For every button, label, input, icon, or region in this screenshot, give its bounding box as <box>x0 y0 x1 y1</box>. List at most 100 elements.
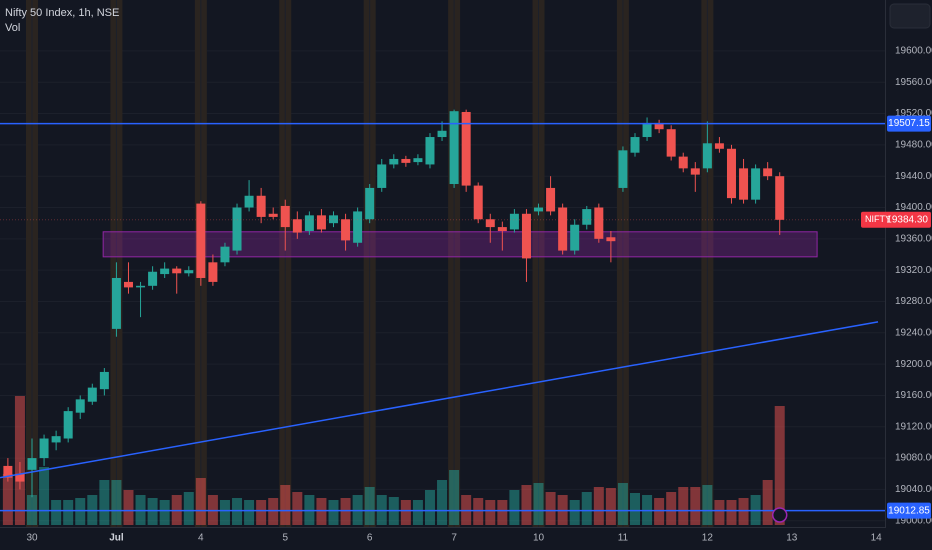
candle-body <box>534 207 544 212</box>
y-tick-label: 19560.00 <box>895 77 932 88</box>
candle-body <box>208 262 218 282</box>
volume-bar <box>328 500 339 525</box>
volume-bar <box>99 480 110 525</box>
candle-body <box>111 277 121 329</box>
candle-body <box>618 150 628 188</box>
volume-bar <box>726 500 737 525</box>
volume-bar <box>147 498 158 525</box>
volume-bar <box>473 498 484 525</box>
plot <box>0 109 886 525</box>
candle-body <box>437 130 447 138</box>
volume-bar <box>630 493 640 525</box>
candle-body <box>256 195 266 217</box>
y-tick-label: 19520.00 <box>895 108 932 119</box>
candle-body <box>570 224 580 251</box>
candle-body <box>425 137 435 165</box>
candle-body <box>75 399 85 413</box>
x-tick-label: 30 <box>26 533 38 544</box>
volume-bar <box>316 498 327 525</box>
volume-bar <box>159 500 170 525</box>
volume-bar <box>268 498 279 525</box>
candle-body <box>15 473 25 482</box>
y-tick-label: 19080.00 <box>895 453 932 464</box>
y-tick-label: 19160.00 <box>895 390 932 401</box>
x-tick-label: 4 <box>198 533 204 544</box>
candle-body <box>3 465 13 478</box>
x-tick-label: 5 <box>282 533 288 544</box>
x-tick-label: 6 <box>367 533 373 544</box>
y-tick-label: 19360.00 <box>895 233 932 244</box>
candle-body <box>51 436 61 443</box>
price-label: 19507.15 <box>888 118 930 129</box>
candle-body <box>485 219 495 228</box>
candle-body <box>316 215 326 230</box>
volume-bar <box>714 500 725 525</box>
settings-button[interactable] <box>889 3 931 29</box>
x-tick-label: 7 <box>451 533 457 544</box>
volume-bar <box>702 485 713 525</box>
candle-body <box>630 137 640 153</box>
volume-bar <box>485 500 496 525</box>
volume-bar <box>666 492 677 525</box>
volume-bar <box>14 396 25 525</box>
volume-bar <box>521 485 532 525</box>
candle-body <box>63 411 73 439</box>
y-tick-label: 19280.00 <box>895 296 932 307</box>
y-tick-label: 19480.00 <box>895 140 932 151</box>
candle-body <box>739 168 749 200</box>
y-tick-label: 19440.00 <box>895 171 932 182</box>
event-icon <box>771 507 788 523</box>
candle-body <box>329 215 338 224</box>
volume-bar <box>545 492 556 525</box>
candle-body <box>461 111 471 186</box>
chart-title: Nifty 50 Index, 1h, NSE <box>5 7 119 19</box>
volume-bar <box>75 498 86 525</box>
y-tick-label: 19240.00 <box>895 327 932 338</box>
candle-body <box>775 176 785 220</box>
volume-bar <box>437 480 448 525</box>
volume-bar <box>292 492 303 525</box>
volume-bar <box>654 498 665 525</box>
volume-bar <box>219 500 230 525</box>
volume-bar <box>569 500 580 525</box>
volume-bar <box>774 406 785 525</box>
last-price-label: 19384.30 <box>886 214 928 225</box>
volume-bar <box>123 490 134 525</box>
y-tick-label: 19000.00 <box>895 515 932 526</box>
candle-body <box>389 158 399 165</box>
candle-body <box>594 207 604 239</box>
volume-bar <box>51 500 62 525</box>
candle-body <box>353 211 363 243</box>
price-label: 19012.85 <box>888 505 930 516</box>
volume-bar <box>280 485 291 525</box>
candle-body <box>232 207 242 251</box>
candle-body <box>606 237 616 242</box>
candle-body <box>413 158 423 163</box>
candle-body <box>280 205 290 228</box>
volume-label: Vol <box>5 22 20 34</box>
volume-bar <box>497 500 508 525</box>
volume-bar <box>738 498 749 525</box>
volume-bar <box>690 487 701 525</box>
candle-body <box>642 122 652 138</box>
x-tick-label: 12 <box>702 533 714 544</box>
candle-body <box>654 122 664 130</box>
y-tick-label: 19320.00 <box>895 265 932 276</box>
x-tick-label: 10 <box>533 533 545 544</box>
volume-bar <box>111 480 122 525</box>
y-tick-label: 19600.00 <box>895 46 932 57</box>
candle-body <box>763 168 773 177</box>
volume-bar <box>400 500 411 525</box>
candle-body <box>136 285 146 288</box>
zone <box>102 231 818 258</box>
candle-body <box>702 143 712 169</box>
volume-bar <box>232 498 243 525</box>
candle-body <box>714 143 724 149</box>
y-tick-label: 19120.00 <box>895 421 932 432</box>
candle-body <box>666 129 676 157</box>
candle-body <box>377 164 387 188</box>
candle-body <box>304 215 314 232</box>
volume-bar <box>244 500 255 525</box>
y-tick-label: 19200.00 <box>895 359 932 370</box>
price-label-box <box>887 115 931 132</box>
